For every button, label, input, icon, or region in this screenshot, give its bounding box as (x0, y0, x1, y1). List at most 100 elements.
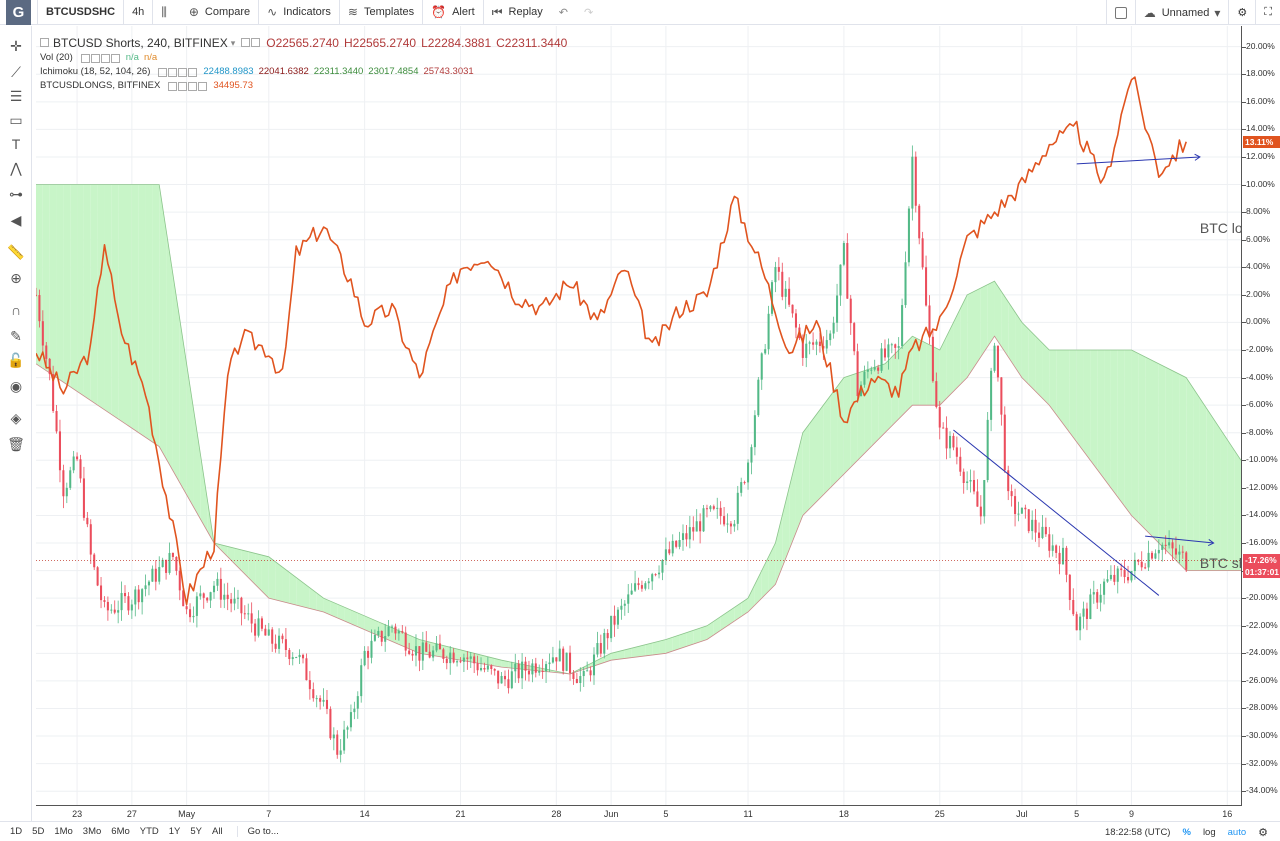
range-1mo-button[interactable]: 1Mo (54, 826, 73, 837)
close-icon[interactable] (178, 67, 188, 77)
more-icon[interactable] (110, 53, 120, 63)
prediction-icon[interactable]: ⊶ (9, 186, 23, 202)
close-icon[interactable] (251, 38, 261, 47)
magnet-icon[interactable]: ∩ (10, 302, 22, 318)
cloud-segment-bull (501, 660, 509, 668)
candle-up (610, 615, 613, 639)
candle-down (654, 574, 657, 576)
settings-icon[interactable] (90, 53, 100, 63)
cloud-segment-bull (802, 423, 810, 516)
cloud-segment-bull (131, 184, 139, 433)
cloud-segment-bull (912, 336, 920, 406)
eye-icon[interactable]: ◉ (9, 378, 23, 394)
cloud-segment-bull (782, 487, 790, 568)
settings-icon[interactable] (178, 81, 188, 91)
pencil-lock-icon[interactable]: ✎ (10, 328, 22, 344)
lock-icon[interactable]: 🔓 (7, 352, 25, 368)
candle-down (938, 407, 941, 428)
undo-button[interactable]: ↶ (558, 6, 568, 19)
range-5d-button[interactable]: 5D (32, 826, 45, 837)
pattern-icon[interactable]: ⋀ (10, 160, 22, 176)
layout-save-button[interactable]: ☁ Unnamed ▾ (1136, 0, 1229, 25)
range-5y-button[interactable]: 5Y (190, 826, 203, 837)
back-arrow-icon[interactable]: ◀ (10, 212, 22, 228)
alert-button[interactable]: ⏰ Alert (423, 0, 483, 25)
candle-up (69, 470, 72, 488)
gear-icon[interactable]: ⚙ (1258, 826, 1268, 839)
cloud-segment-bull (398, 630, 406, 648)
trend-line-icon[interactable]: ⟋ (11, 64, 21, 80)
logo-icon[interactable]: G (6, 0, 31, 25)
candle-down (1144, 567, 1147, 569)
symbol-search-button[interactable]: BTCUSDSHC (46, 6, 116, 18)
range-ytd-button[interactable]: YTD (139, 826, 159, 837)
log-scale-toggle[interactable]: log (1202, 826, 1216, 838)
chart-style-button[interactable]: ⫼ (153, 0, 181, 25)
replay-button[interactable]: ⏮ Replay (484, 0, 551, 25)
settings-button[interactable]: ⚙ (1229, 0, 1255, 25)
settings-icon[interactable] (241, 38, 251, 47)
candle-up (514, 663, 517, 672)
templates-button[interactable]: ≋ Templates (340, 0, 422, 25)
candle-up (859, 384, 863, 397)
candle-down (935, 381, 938, 408)
time-axis[interactable]: 23 27 May 7 14 21 28 Jun 5 11 18 25 Jul 5 9 16 (36, 805, 1241, 821)
interval-button[interactable]: 4h (132, 6, 145, 18)
cloud-segment-bull (1186, 377, 1194, 571)
time-label: 25 (934, 809, 945, 819)
indicators-button[interactable]: ∿ Indicators (259, 0, 339, 25)
redo-button[interactable]: ↷ (583, 6, 594, 19)
range-1y-button[interactable]: 1Y (168, 826, 181, 837)
candle-down (712, 506, 715, 509)
candle-down (572, 673, 575, 679)
horizontal-lines-icon[interactable]: ☰ (9, 88, 23, 104)
time-label: 11 (743, 809, 753, 819)
cloud-segment-bull (734, 602, 742, 622)
price-axis[interactable]: 20.00% 18.00% 16.00% 14.00% 12.00% 10.00% 8.00… (1241, 26, 1280, 806)
close-icon[interactable] (188, 81, 198, 91)
candle-down (325, 699, 329, 709)
candle-up (356, 696, 359, 709)
legend-compare-row: BTCUSDLONGS, BITFINEX 34495.73 (40, 79, 567, 93)
eye-icon[interactable] (168, 81, 178, 91)
templates-icon: ≋ (347, 5, 358, 19)
candle-up (1168, 542, 1171, 546)
fullscreen-button[interactable]: ⛶ (1256, 0, 1280, 25)
zoom-icon[interactable]: ⊕ (10, 270, 22, 286)
range-1d-button[interactable]: 1D (10, 826, 23, 837)
more-icon[interactable] (198, 81, 208, 91)
chevron-down-icon[interactable]: ▾ (230, 37, 236, 48)
compare-button[interactable]: ⊕ Compare (181, 0, 258, 25)
candle-up (592, 654, 596, 676)
chart-canvas[interactable]: BTC longs BTC shorts (36, 26, 1241, 805)
range-all-button[interactable]: All (212, 826, 223, 837)
rectangle-icon[interactable]: ▭ (9, 112, 23, 128)
layers-icon[interactable]: ◈ (10, 410, 22, 426)
goto-button[interactable]: Go to... (236, 826, 279, 837)
cloud-segment-bull (1097, 350, 1105, 479)
candle-down (106, 601, 109, 611)
candle-down (575, 678, 578, 684)
candle-up (456, 661, 459, 663)
range-3mo-button[interactable]: 3Mo (82, 826, 102, 837)
price-tick (1242, 377, 1246, 379)
candle-up (548, 662, 551, 665)
collapse-icon[interactable] (40, 38, 49, 47)
close-icon[interactable] (100, 53, 110, 63)
more-icon[interactable] (188, 67, 198, 77)
settings-icon[interactable] (168, 67, 178, 77)
trash-icon[interactable]: 🗑 (7, 436, 25, 452)
ruler-icon[interactable]: 📏 (7, 244, 25, 260)
candle-down (976, 491, 979, 507)
range-6mo-button[interactable]: 6Mo (111, 826, 130, 837)
text-icon[interactable]: T (11, 136, 21, 152)
candle-up (1116, 568, 1119, 582)
eye-icon[interactable] (158, 67, 168, 77)
eye-icon[interactable] (80, 53, 90, 63)
price-tick (1242, 680, 1246, 682)
percent-scale-toggle[interactable]: % (1182, 826, 1191, 838)
crosshair-icon[interactable]: ✛ (10, 38, 22, 54)
fullscreen-checkbox[interactable] (1114, 6, 1127, 19)
auto-scale-toggle[interactable]: auto (1227, 826, 1247, 838)
candle-down (466, 657, 469, 659)
